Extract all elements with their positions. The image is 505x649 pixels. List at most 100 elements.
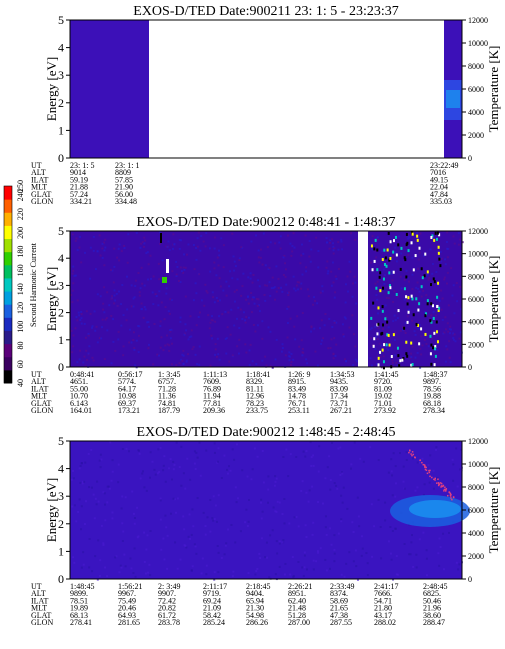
table-cell: 21.80 xyxy=(374,604,392,613)
colorbar-segment xyxy=(4,343,12,358)
table-row-label: ILAT xyxy=(31,384,48,393)
y-right-tick-label: 6000 xyxy=(468,85,484,94)
table-cell: 71.28 xyxy=(158,384,176,393)
table-cell: 47.84 xyxy=(430,190,448,199)
table-cell: 8809 xyxy=(115,168,131,177)
table-cell: 2: 3:49 xyxy=(158,582,180,591)
table-cell: 54.71 xyxy=(374,596,392,605)
table-cell: 187.79 xyxy=(158,406,180,415)
colorbar-tick-label: 40 xyxy=(16,379,25,387)
table-cell: 281.65 xyxy=(118,618,140,627)
table-cell: 9967. xyxy=(118,589,136,598)
colorbar-tick-label: 80 xyxy=(16,341,25,349)
table-cell: 21.88 xyxy=(70,183,88,192)
table-cell: 9899. xyxy=(70,589,88,598)
table-row-label: UT xyxy=(31,582,42,591)
table-cell: 288.02 xyxy=(374,618,396,627)
y-tick-label: 2 xyxy=(58,96,64,110)
colorbar-tick-label: 180 xyxy=(16,246,25,258)
table-cell: 12.96 xyxy=(246,392,264,401)
y-tick-label: 3 xyxy=(58,489,64,503)
table-cell: 9014 xyxy=(70,168,86,177)
chart-panel-1: EXOS-D/TED Date:900211 23: 1: 5 - 23:23:… xyxy=(31,4,501,206)
table-cell: 7609. xyxy=(203,377,221,386)
table-cell: 288.47 xyxy=(423,618,445,627)
colorbar-segment xyxy=(4,251,12,266)
table-cell: 78.51 xyxy=(70,596,88,605)
y-tick-label: 0 xyxy=(58,572,64,586)
table-cell: 8951. xyxy=(288,589,306,598)
table-cell: 285.24 xyxy=(203,618,225,627)
table-cell: 73.71 xyxy=(330,399,348,408)
table-cell: 72.42 xyxy=(158,596,176,605)
y-right-tick-label: 0 xyxy=(468,363,472,372)
y-right-tick-label: 10000 xyxy=(468,250,488,259)
table-cell: 83.49 xyxy=(288,384,306,393)
table-cell: 19.88 xyxy=(423,392,441,401)
chart-panel-2: EXOS-D/TED Date:900212 0:48:41 - 1:48:37… xyxy=(31,215,501,415)
table-cell: 68.13 xyxy=(70,611,88,620)
table-cell: 8374. xyxy=(330,589,348,598)
table-cell: 1:41:45 xyxy=(374,370,398,379)
table-row-label: UT xyxy=(31,161,42,170)
table-cell: 83.09 xyxy=(330,384,348,393)
colorbar-segment xyxy=(4,330,12,345)
table-row-label: GLAT xyxy=(31,611,52,620)
table-cell: 78.23 xyxy=(246,399,264,408)
heatmap-area xyxy=(70,231,464,370)
table-cell: 57.24 xyxy=(70,190,88,199)
y-right-tick-label: 8000 xyxy=(468,62,484,71)
table-cell: 9907. xyxy=(158,589,176,598)
y-tick-label: 0 xyxy=(58,360,64,374)
table-cell: 55.00 xyxy=(70,384,88,393)
y-right-tick-label: 6000 xyxy=(468,295,484,304)
table-cell: 50.46 xyxy=(423,596,441,605)
colorbar-segment xyxy=(4,277,12,292)
table-cell: 267.21 xyxy=(330,406,352,415)
y-tick-label: 1 xyxy=(58,544,64,558)
table-cell: 287.00 xyxy=(288,618,310,627)
table-cell: 21.09 xyxy=(203,604,221,613)
table-cell: 21.30 xyxy=(246,604,264,613)
colorbar-segment xyxy=(4,264,12,279)
table-cell: 17.34 xyxy=(330,392,348,401)
table-cell: 19.02 xyxy=(374,392,392,401)
table-cell: 287.55 xyxy=(330,618,352,627)
table-cell: 278.34 xyxy=(423,406,445,415)
table-cell: 2:11:17 xyxy=(203,582,227,591)
table-cell: 11.36 xyxy=(158,392,176,401)
table-cell: 65.94 xyxy=(246,596,264,605)
table-cell: 54.98 xyxy=(246,611,264,620)
table-cell: 334.48 xyxy=(115,197,137,206)
y-right-tick-label: 2000 xyxy=(468,340,484,349)
y-tick-label: 1 xyxy=(58,333,64,347)
y-tick-label: 2 xyxy=(58,306,64,320)
table-cell: 8329. xyxy=(246,377,264,386)
colorbar-tick-label: 160 xyxy=(16,264,25,276)
table-cell: 56.00 xyxy=(115,190,133,199)
table-cell: 23: 1: 1 xyxy=(115,161,139,170)
y-right-axis-label: Temperature [K] xyxy=(486,256,501,343)
y-axis-label: Energy [eV] xyxy=(44,478,59,542)
y-right-tick-label: 12000 xyxy=(468,437,488,446)
table-cell: 1:18:41 xyxy=(246,370,270,379)
y-tick-label: 4 xyxy=(58,41,64,55)
y-right-tick-label: 8000 xyxy=(468,272,484,281)
table-cell: 21.96 xyxy=(423,604,441,613)
table-cell: 20.46 xyxy=(118,604,136,613)
table-row-label: GLON xyxy=(31,618,53,627)
table-cell: 22.04 xyxy=(430,183,448,192)
table-cell: 2:41:17 xyxy=(374,582,398,591)
table-cell: 64.17 xyxy=(118,384,136,393)
table-cell: 9404. xyxy=(246,589,264,598)
colorbar-segment xyxy=(4,186,12,200)
table-cell: 71.01 xyxy=(374,399,392,408)
chart-title: EXOS-D/TED Date:900212 1:48:45 - 2:48:45 xyxy=(137,425,396,440)
y-right-tick-label: 4000 xyxy=(468,318,484,327)
table-cell: 75.49 xyxy=(118,596,136,605)
y-right-tick-label: 12000 xyxy=(468,227,488,236)
table-row-label: GLON xyxy=(31,406,53,415)
table-cell: 6757. xyxy=(158,377,176,386)
table-cell: 4651. xyxy=(70,377,88,386)
table-cell: 69.37 xyxy=(118,399,136,408)
